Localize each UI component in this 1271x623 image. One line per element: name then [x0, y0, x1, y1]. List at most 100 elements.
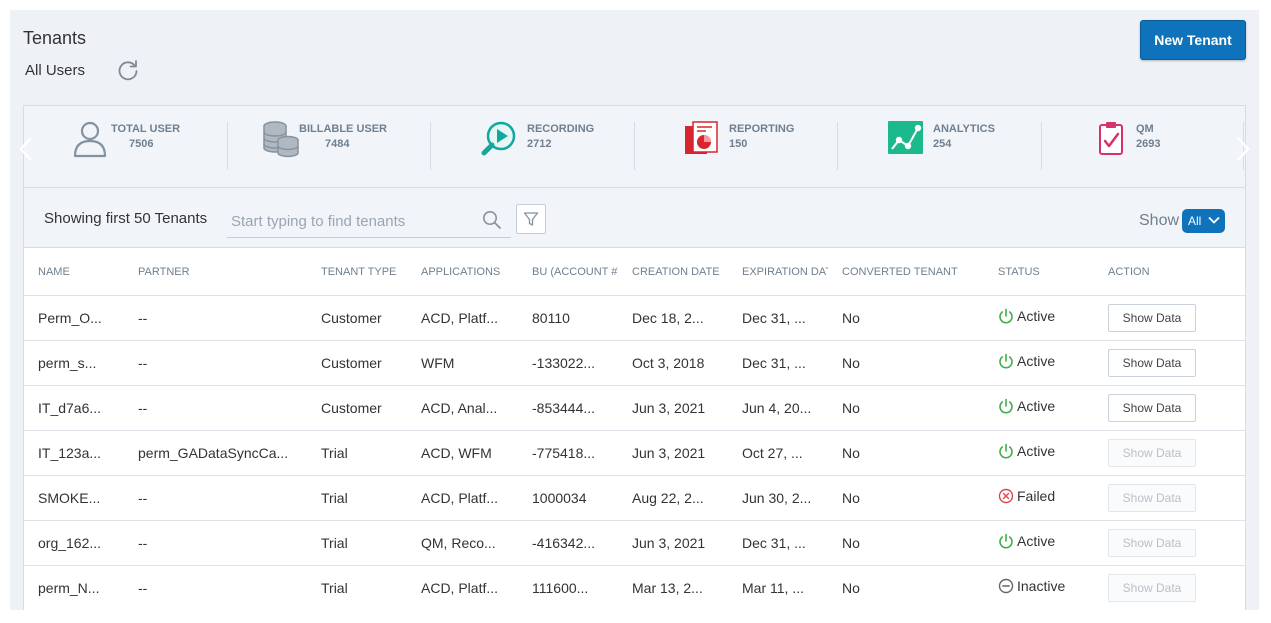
status-badge: Active — [998, 308, 1055, 324]
search-icon[interactable] — [482, 210, 502, 230]
show-filter-value: All — [1188, 214, 1202, 228]
report-pie-icon — [685, 121, 718, 154]
power-active-icon — [999, 308, 1013, 324]
creation-date-cell: Dec 18, 2... — [618, 295, 728, 341]
partner-cell: -- — [124, 295, 307, 341]
column-header-creation-date[interactable]: CREATION DATE — [618, 249, 728, 296]
expiration-date-cell: Oct 27, ... — [728, 430, 828, 476]
table-row[interactable]: IT_123a... perm_GADataSyncCa... Trial ACD, … — [24, 430, 1245, 476]
table-row[interactable]: SMOKE... -- Trial ACD, Platf... 1000034 Aug 2… — [24, 475, 1245, 521]
status-text: Active — [1017, 308, 1056, 324]
expiration-date-cell: Jun 30, 2... — [728, 475, 828, 521]
creation-date-cell: Oct 3, 2018 — [618, 340, 728, 386]
expiration-date-cell: Dec 31, ... — [728, 295, 828, 341]
stat-label: ANALYTICS — [933, 123, 995, 135]
stat-label: BILLABLE USER — [299, 123, 387, 135]
table-row[interactable]: perm_s... -- Customer WFM -133022... Oct 3, 2… — [24, 340, 1245, 386]
column-header-applications[interactable]: APPLICATIONS — [407, 249, 518, 296]
tenant-name-cell: org_162... — [24, 520, 124, 566]
stat-qm: QM 2693 — [1098, 106, 1218, 189]
creation-date-cell: Jun 3, 2021 — [618, 520, 728, 566]
bu-account-cell: -133022... — [518, 340, 618, 386]
table-row[interactable]: org_162... -- Trial QM, Reco... -416342... Ju… — [24, 520, 1245, 566]
show-data-button: Show Data — [1108, 528, 1196, 557]
filter-button[interactable] — [516, 204, 546, 234]
creation-date-cell: Jun 3, 2021 — [618, 385, 728, 431]
column-header-partner[interactable]: PARTNER — [124, 249, 307, 296]
converted-tenant-cell: No — [828, 295, 984, 341]
partner-cell: -- — [124, 340, 307, 386]
status-cell: Active — [984, 430, 1094, 476]
status-text: Active — [1017, 533, 1056, 549]
table-row[interactable]: perm_N... -- Trial ACD, Platf... 111600... Ma… — [24, 565, 1245, 610]
applications-cell: ACD, Anal... — [407, 385, 518, 431]
power-active-icon — [999, 443, 1013, 459]
bu-account-cell: -775418... — [518, 430, 618, 476]
stat-value: 254 — [933, 138, 952, 150]
converted-tenant-cell: No — [828, 520, 984, 566]
stat-label: REPORTING — [729, 123, 795, 135]
bu-account-cell: 1000034 — [518, 475, 618, 521]
chevron-down-icon — [1208, 216, 1220, 224]
expiration-date-cell: Dec 31, ... — [728, 520, 828, 566]
column-header-status[interactable]: STATUS — [984, 249, 1094, 296]
status-cell: Inactive — [984, 565, 1094, 610]
status-text: Active — [1017, 353, 1056, 369]
column-header-name[interactable]: NAME — [24, 249, 124, 296]
stat-value: 7484 — [325, 138, 350, 150]
stat-divider — [227, 122, 228, 170]
status-cell: Active — [984, 295, 1094, 341]
applications-cell: WFM — [407, 340, 518, 386]
show-filter-dropdown[interactable]: All — [1182, 209, 1225, 233]
converted-tenant-cell: No — [828, 340, 984, 386]
show-data-button: Show Data — [1108, 573, 1196, 602]
status-badge: Failed — [998, 488, 1055, 504]
table-row[interactable]: Perm_O... -- Customer ACD, Platf... 80110 Dec… — [24, 295, 1245, 341]
status-badge: Inactive — [998, 578, 1065, 594]
partner-cell: -- — [124, 565, 307, 610]
status-cell: Failed — [984, 475, 1094, 521]
bu-account-cell: 80110 — [518, 295, 618, 341]
status-text: Active — [1017, 443, 1056, 459]
status-badge: Active — [998, 443, 1055, 459]
applications-cell: QM, Reco... — [407, 520, 518, 566]
column-header-expiration-date[interactable]: EXPIRATION DAT — [728, 249, 828, 296]
column-header-tenant-type[interactable]: TENANT TYPE — [307, 249, 407, 296]
creation-date-cell: Aug 22, 2... — [618, 475, 728, 521]
stat-value: 7506 — [129, 138, 154, 150]
show-data-button[interactable]: Show Data — [1108, 348, 1196, 377]
power-active-icon — [999, 353, 1013, 369]
bu-account-cell: -853444... — [518, 385, 618, 431]
stat-divider — [1243, 122, 1244, 170]
bu-account-cell: 111600... — [518, 565, 618, 610]
action-cell: Show Data — [1094, 295, 1245, 341]
status-text: Active — [1017, 398, 1056, 414]
tenant-name-cell: perm_s... — [24, 340, 124, 386]
page-subtitle: All Users — [25, 62, 86, 79]
tenant-type-cell: Customer — [307, 295, 407, 341]
show-data-button[interactable]: Show Data — [1108, 393, 1196, 422]
status-cell: Active — [984, 385, 1094, 431]
stat-divider — [430, 122, 431, 170]
column-header-converted-tenant[interactable]: CONVERTED TENANT — [828, 249, 984, 296]
carousel-next-icon[interactable] — [1235, 136, 1251, 162]
stat-reporting: REPORTING 150 — [684, 106, 844, 189]
creation-date-cell: Mar 13, 2... — [618, 565, 728, 610]
partner-cell: -- — [124, 475, 307, 521]
page-title: Tenants — [23, 28, 87, 48]
converted-tenant-cell: No — [828, 430, 984, 476]
new-tenant-button[interactable]: New Tenant — [1140, 20, 1246, 60]
show-data-button: Show Data — [1108, 483, 1196, 512]
partner-cell: perm_GADataSyncCa... — [124, 430, 307, 476]
refresh-icon[interactable] — [116, 58, 140, 82]
column-header-bu-account[interactable]: BU (ACCOUNT #) — [518, 249, 618, 296]
table-row[interactable]: IT_d7a6... -- Customer ACD, Anal... -853444.… — [24, 385, 1245, 431]
carousel-prev-icon[interactable] — [18, 136, 34, 162]
converted-tenant-cell: No — [828, 385, 984, 431]
tenant-search-input[interactable] — [227, 206, 511, 238]
coins-stack-icon — [263, 121, 299, 158]
show-data-button[interactable]: Show Data — [1108, 303, 1196, 332]
tenant-name-cell: perm_N... — [24, 565, 124, 610]
tenant-name-cell: SMOKE... — [24, 475, 124, 521]
power-active-icon — [999, 398, 1013, 414]
